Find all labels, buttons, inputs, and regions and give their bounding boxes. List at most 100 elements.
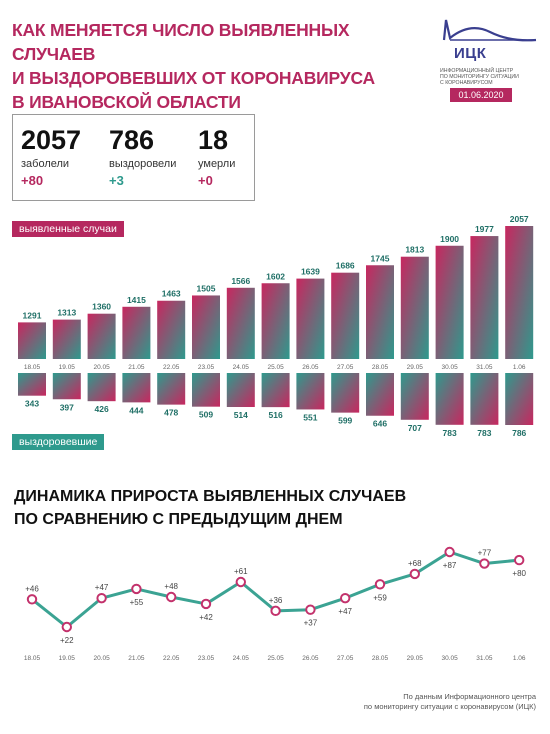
date-tick-label: 29.05 — [407, 655, 424, 662]
bar-value-label: 1639 — [301, 267, 320, 277]
bar-value-label: 1360 — [92, 302, 111, 312]
date-tick-label: 24.05 — [233, 655, 250, 662]
bar-value-label: 707 — [408, 423, 422, 433]
bar-cases — [296, 278, 325, 359]
date-tick-label: 19.05 — [59, 655, 76, 662]
point-value-label: +37 — [304, 619, 318, 628]
data-point — [340, 592, 351, 604]
date-tick-label: 27.05 — [337, 364, 354, 371]
data-point — [270, 605, 281, 617]
date-tick-label: 31.05 — [476, 364, 493, 371]
date-tick-label: 30.05 — [441, 655, 458, 662]
bar-value-label: 1977 — [475, 224, 494, 234]
bar-value-label: 599 — [338, 416, 352, 426]
date-tick-label: 21.05 — [128, 655, 145, 662]
date-tick-label: 25.05 — [267, 364, 284, 371]
bar-recovered — [400, 373, 429, 420]
data-point — [200, 598, 212, 610]
bar-cases — [366, 265, 394, 359]
date-tick-label: 28.05 — [372, 364, 389, 371]
bar-cases — [122, 306, 151, 359]
date-tick-label: 29.05 — [407, 364, 424, 371]
date-tick-label: 23.05 — [198, 364, 215, 371]
bar-cases — [505, 226, 534, 359]
bar-cases — [18, 322, 46, 359]
logo-wave-icon — [442, 19, 537, 42]
point-value-label: +48 — [164, 582, 178, 591]
point-value-label: +42 — [199, 613, 213, 622]
stat-value: 18 — [198, 125, 229, 155]
bar-value-label: 514 — [234, 410, 248, 420]
date-tick-label: 20.05 — [93, 655, 110, 662]
date-tick-label: 26.05 — [302, 655, 319, 662]
bar-value-label: 343 — [25, 399, 39, 409]
bar-recovered — [157, 373, 186, 405]
data-point — [26, 594, 38, 605]
data-point — [444, 546, 455, 558]
date-tick-label: 1.06 — [513, 364, 526, 371]
date-tick-label: 18.05 — [24, 364, 41, 371]
bar-value-label: 1745 — [371, 253, 390, 263]
bar-recovered — [296, 373, 325, 410]
logo: ИЦК Информационный центр по мониторингу … — [440, 18, 540, 86]
date-tick-label: 23.05 — [198, 655, 215, 662]
bar-value-label: 1463 — [162, 289, 181, 299]
bar-value-label: 551 — [303, 412, 317, 422]
chart-label-recovered: выздоровевшие — [12, 434, 105, 450]
bar-value-label: 1415 — [127, 295, 146, 305]
date-tick-label: 25.05 — [267, 655, 284, 662]
bar-recovered — [122, 373, 151, 403]
bar-cases — [87, 313, 116, 359]
bar-cases — [435, 245, 464, 359]
date-tick-label: 31.05 — [476, 655, 493, 662]
stat-delta: +3 — [109, 173, 124, 188]
data-point — [166, 591, 177, 603]
date-badge: 01.06.2020 — [450, 88, 512, 102]
stat-value: 2057 — [21, 125, 82, 155]
logo-subtitle: Информационный центр по мониторингу ситу… — [440, 68, 519, 86]
stat-label: выздоровели — [109, 158, 177, 170]
data-point — [409, 568, 420, 580]
stat-infected: 2057 заболели +80 — [21, 125, 81, 188]
bar-value-label: 1813 — [405, 245, 424, 255]
bar-value-label: 1313 — [57, 308, 76, 318]
date-tick-label: 20.05 — [93, 364, 110, 371]
bar-recovered — [505, 373, 534, 425]
date-tick-label: 22.05 — [163, 655, 180, 662]
point-value-label: +59 — [373, 593, 387, 602]
bar-cases — [52, 319, 81, 359]
bar-recovered — [192, 373, 220, 407]
data-point — [374, 579, 386, 590]
date-tick-label: 21.05 — [128, 364, 145, 371]
date-tick-label: 19.05 — [59, 364, 76, 371]
date-tick-label: 24.05 — [233, 364, 250, 371]
date-tick-label: 1.06 — [513, 655, 526, 662]
bar-cases — [331, 272, 360, 359]
logo-name: ИЦК — [454, 45, 487, 62]
bar-cases — [470, 236, 499, 359]
bar-recovered — [261, 373, 290, 408]
bar-value-label: 1602 — [266, 271, 285, 281]
date-tick-label: 28.05 — [372, 655, 389, 662]
bar-value-label: 783 — [443, 428, 457, 438]
point-value-label: +47 — [338, 607, 352, 616]
stats-box: 2057 заболели +80 786 выздоровели +3 18 … — [12, 114, 255, 201]
bar-value-label: 426 — [95, 404, 109, 414]
data-point — [235, 576, 247, 588]
chart-label-cases: выявленные случаи — [12, 221, 124, 237]
bar-value-label: 783 — [477, 428, 491, 438]
source-note: По данным Информационного центра по мони… — [363, 692, 536, 711]
bar-recovered — [18, 373, 46, 396]
stat-delta: +80 — [21, 173, 44, 188]
data-point — [61, 621, 73, 633]
bar-value-label: 509 — [199, 410, 213, 420]
point-value-label: +47 — [95, 583, 109, 592]
bar-value-label: 1291 — [23, 310, 42, 320]
point-value-label: +55 — [130, 598, 144, 607]
bar-value-label: 786 — [512, 428, 526, 438]
bar-cases — [192, 295, 220, 359]
date-tick-label: 27.05 — [337, 655, 354, 662]
date-tick-label: 30.05 — [441, 364, 458, 371]
point-value-label: +68 — [408, 559, 422, 568]
